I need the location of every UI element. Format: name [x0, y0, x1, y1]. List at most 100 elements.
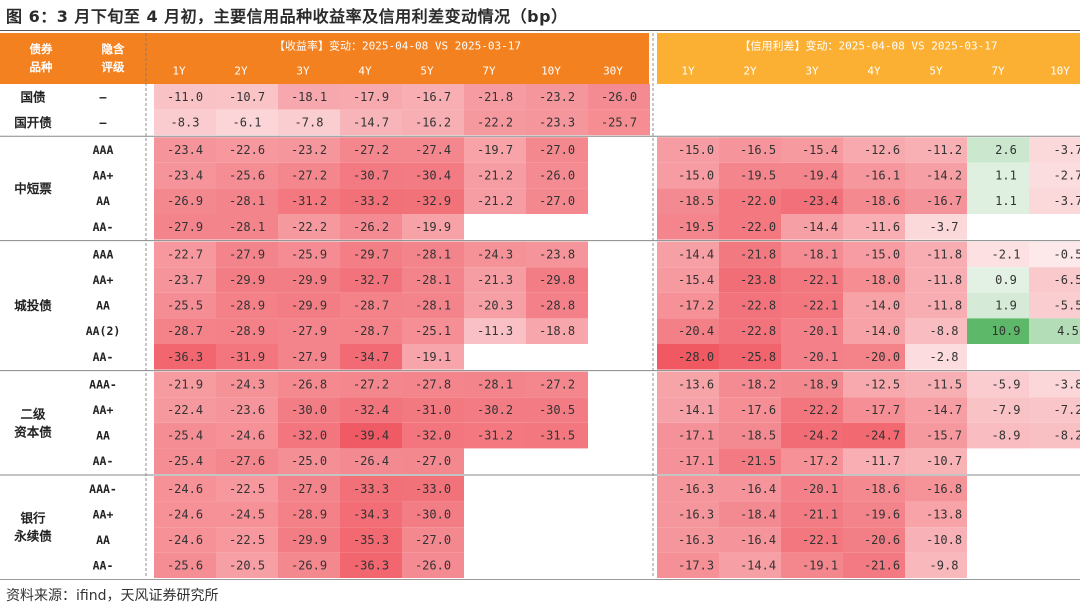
spread-cell	[905, 188, 967, 214]
spread-cell	[905, 318, 967, 344]
yield-value: -25.0	[291, 454, 327, 468]
spread-value: -21.8	[740, 247, 776, 261]
yield-value: -34.3	[353, 507, 389, 521]
yield-cell	[526, 188, 588, 214]
yield-value: -27.2	[353, 143, 389, 157]
spread-value: -18.6	[864, 194, 900, 208]
yield-value: -30.4	[415, 169, 451, 183]
spread-cell	[657, 267, 719, 293]
spread-cell	[781, 552, 843, 578]
header-bond-line1: 债券	[30, 42, 53, 56]
yield-value: -29.8	[539, 273, 575, 287]
yield-value: -32.0	[415, 429, 451, 443]
spread-value: -22.8	[740, 299, 776, 313]
yield-cell	[154, 292, 216, 319]
yield-value: -24.5	[229, 507, 265, 521]
yield-cell	[278, 552, 340, 578]
yield-cell	[154, 162, 216, 189]
spread-value: -11.6	[864, 220, 900, 234]
spread-cell	[905, 397, 967, 423]
yield-value: -28.7	[167, 324, 203, 338]
yield-value: -21.3	[477, 273, 513, 287]
yield-cell	[402, 214, 464, 240]
yield-value: -27.0	[539, 194, 575, 208]
spread-value: -19.5	[740, 169, 776, 183]
yield-value: -22.6	[229, 143, 265, 157]
spread-cell	[781, 292, 843, 319]
spread-value: -2.8	[930, 350, 959, 364]
spread-value: -16.5	[740, 143, 776, 157]
spread-value: -17.1	[678, 429, 714, 443]
yield-value: -8.3	[171, 115, 200, 129]
bond-label: 国债	[20, 89, 46, 104]
spread-cell	[905, 214, 967, 240]
yield-cell	[402, 109, 464, 136]
spread-value: -18.4	[740, 507, 776, 521]
spread-cell	[843, 397, 905, 423]
yield-cell	[340, 318, 402, 344]
yield-cell	[340, 292, 402, 319]
spread-value: -0.5	[1054, 247, 1080, 261]
spread-value: -16.3	[678, 533, 714, 547]
yield-value: -23.7	[167, 273, 203, 287]
spread-cell	[843, 241, 905, 268]
rating-label: AA	[96, 299, 110, 313]
rating-label: AA(2)	[86, 324, 121, 338]
spread-value: -17.6	[740, 403, 776, 417]
spread-cell	[967, 397, 1029, 423]
yield-cell	[464, 397, 526, 423]
rating-label: AAA-	[89, 377, 117, 391]
spread-cell	[657, 188, 719, 214]
spread-header-bg	[657, 33, 1080, 84]
yield-value: -27.9	[229, 247, 265, 261]
yield-cell	[402, 476, 464, 502]
yield-value: -28.1	[415, 247, 451, 261]
yield-cell	[278, 109, 340, 136]
spread-value: -16.7	[926, 194, 962, 208]
spread-cell	[657, 214, 719, 240]
yield-value: -31.2	[291, 194, 327, 208]
yield-value: -27.0	[415, 454, 451, 468]
spread-cell	[719, 501, 781, 528]
yield-cell	[402, 501, 464, 528]
spread-value: -16.4	[740, 482, 776, 496]
yield-cell	[278, 162, 340, 189]
spread-value: -19.6	[864, 507, 900, 521]
header-rating-line2: 评级	[102, 60, 125, 74]
spread-cell	[1029, 292, 1080, 319]
yield-cell	[154, 344, 216, 370]
yield-cell	[154, 137, 216, 163]
yield-cell	[340, 137, 402, 163]
yield-cell	[402, 552, 464, 578]
yield-cell	[464, 84, 526, 110]
header-left-bg	[0, 33, 146, 84]
title-rule	[0, 30, 1080, 31]
spread-cell	[967, 188, 1029, 214]
yield-cell	[464, 241, 526, 268]
yield-value: -33.2	[353, 194, 389, 208]
yield-cell	[154, 476, 216, 502]
yield-cell	[464, 318, 526, 344]
yield-value: -22.5	[229, 482, 265, 496]
yield-cell	[216, 137, 278, 163]
yield-value: -23.4	[167, 169, 203, 183]
spread-cell	[905, 476, 967, 502]
spread-value: -17.3	[678, 559, 714, 573]
spread-value: -3.7	[1054, 194, 1080, 208]
spread-value: -21.6	[864, 559, 900, 573]
spread-cell	[905, 241, 967, 268]
yield-value: -31.2	[477, 429, 513, 443]
spread-value: -22.0	[740, 194, 776, 208]
yield-value: -26.9	[167, 194, 203, 208]
yield-cell	[402, 267, 464, 293]
yield-cell	[278, 292, 340, 319]
yield-value: -21.2	[477, 169, 513, 183]
yield-cell	[278, 448, 340, 474]
yield-value: -36.3	[353, 559, 389, 573]
rating-label: AA+	[93, 169, 114, 183]
yield-cell	[216, 188, 278, 214]
yield-value: -31.9	[229, 350, 265, 364]
spread-value: -15.4	[678, 273, 714, 287]
yield-cell	[340, 476, 402, 502]
spread-cell	[781, 162, 843, 189]
